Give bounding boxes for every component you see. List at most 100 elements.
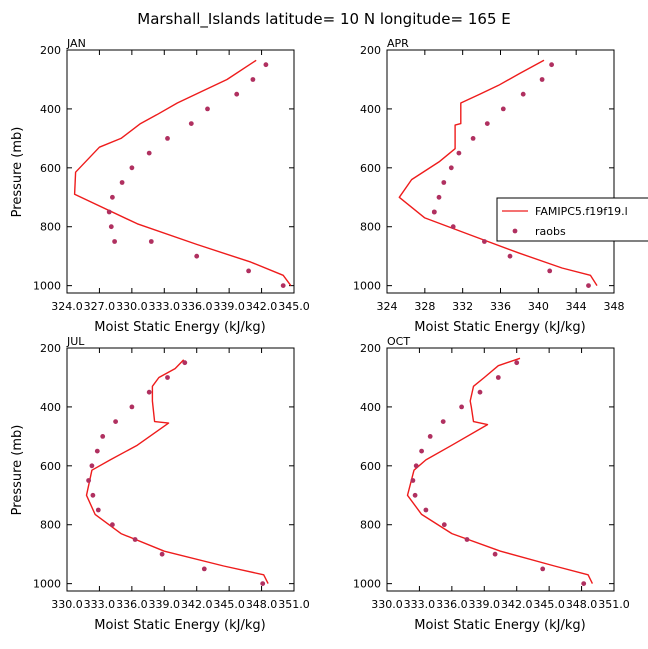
obs-point-jan [129,165,135,171]
y-tick-label-jul: 200 [40,342,61,355]
plot-frame-jul [66,347,295,592]
obs-point-oct [581,581,587,586]
x-tick-label-oct: 342.0 [501,598,533,611]
panel-title-jan: JAN [66,37,86,50]
obs-point-jan [112,239,117,244]
obs-point-apr [500,106,506,112]
x-tick-label-apr: 348 [604,300,625,313]
y-tick-label-apr: 600 [360,162,381,175]
legend-box [496,197,648,242]
plot-frame-oct [386,347,615,592]
y-tick-label-jul: 600 [40,460,61,473]
x-tick-label-jan: 333.0 [149,300,181,313]
obs-point-jan [106,209,112,215]
model-line-oct [406,357,594,584]
x-tick-label-oct: 351.0 [598,598,630,611]
obs-point-oct [410,478,416,483]
obs-point-apr [456,150,462,156]
obs-point-jul [132,537,138,542]
obs-point-jul [94,448,100,454]
x-tick-label-jul: 336.0 [116,598,148,611]
y-tick-label-oct: 1000 [353,578,381,591]
obs-point-oct [459,404,464,410]
x-tick-label-jul: 330.0 [51,598,83,611]
obs-point-jul [110,522,115,528]
marks-jan [73,59,292,288]
x-tick-label-oct: 336.0 [436,598,468,611]
x-tick-label-apr: 328 [414,300,435,313]
y-tick-label-jul: 1000 [33,578,61,591]
y-tick-label-apr: 1000 [353,280,381,293]
obs-point-jul [165,375,170,380]
x-tick-label-jan: 327.0 [84,300,116,313]
x-tick-label-jan: 339.0 [213,300,245,313]
y-tick-label-oct: 800 [360,519,381,532]
y-tick-label-jul: 400 [40,401,61,414]
y-tick-label-oct: 200 [360,342,381,355]
obs-point-jan [119,180,125,185]
obs-point-apr [436,194,442,200]
obs-point-jan [263,62,269,68]
obs-point-oct [419,448,424,454]
y-tick-label-jan: 400 [40,103,61,116]
obs-point-jan [246,268,252,274]
x-tick-label-jul: 348.0 [246,598,278,611]
panel-apr: APR 324 328 332 336 340 344 348 200 400 600 800 100… [353,37,625,335]
obs-point-oct [464,537,470,542]
obs-point-apr [450,224,456,230]
x-tick-label-oct: 333.0 [404,598,436,611]
obs-point-apr [441,180,447,185]
x-tick-label-jan: 336.0 [181,300,213,313]
obs-point-oct [413,463,419,469]
obs-point-jul [129,404,135,410]
y-tick-label-jan: 200 [40,44,61,57]
obs-point-jan [250,77,256,82]
ticks-jan: 324.0 327.0 330.0 333.0 336.0 339.0 342.0 345.0… [33,44,310,313]
legend-marker-swatch [512,228,518,234]
legend: FAMIPC5.f19f19.l raobs [496,197,648,242]
x-tick-label-jan: 330.0 [116,300,148,313]
obs-point-jan [188,121,194,126]
obs-point-jul [90,492,96,498]
plot-frame-apr [386,49,615,294]
obs-point-apr [470,136,476,141]
panel-jul: JUL 330.0 333.0 336.0 339.0 342.0 345.0 348.0 3… [10,335,310,633]
panel-title-jul: JUL [66,335,85,348]
obs-point-jul [89,463,95,469]
obs-point-jul [95,507,101,513]
obs-point-jul [113,419,118,424]
obs-point-jan [280,283,286,288]
plot-frame-jan [66,49,295,294]
obs-point-jul [201,566,207,572]
obs-point-jul [100,434,106,439]
x-tick-label-apr: 344 [566,300,587,313]
obs-point-jan [148,239,154,244]
obs-point-oct [412,492,418,498]
y-tick-label-apr: 400 [360,103,381,116]
x-tick-label-oct: 330.0 [371,598,403,611]
y-tick-label-jan: 800 [40,221,61,234]
y-tick-label-apr: 200 [360,44,381,57]
obs-point-jan [110,194,115,200]
obs-point-jan [194,253,200,259]
x-tick-label-apr: 336 [490,300,511,313]
model-line-apr [398,59,598,286]
obs-point-jul [159,551,165,557]
legend-label-model: FAMIPC5.f19f19.l [535,205,628,218]
obs-point-oct [514,360,520,366]
obs-point-oct [495,375,501,380]
obs-point-jul [146,389,152,395]
x-tick-label-jul: 345.0 [213,598,245,611]
obs-point-oct [427,434,433,439]
panel-jan: JAN 324.0 327.0 330.0 333.0 336.0 339.0 342.0 3… [10,37,310,335]
obs-point-jan [205,106,210,112]
obs-point-apr [448,165,454,171]
panel-oct: OCT 330.0 333.0 336.0 339.0 342.0 345.0 348.0 3… [353,335,630,633]
x-tick-label-apr: 332 [452,300,473,313]
obs-point-oct [441,522,447,528]
obs-point-apr [586,283,591,288]
y-axis-title-jan: Pressure (mb) [10,127,25,218]
obs-point-apr [507,253,513,259]
marks-apr [398,59,598,288]
obs-point-jul [86,478,91,483]
